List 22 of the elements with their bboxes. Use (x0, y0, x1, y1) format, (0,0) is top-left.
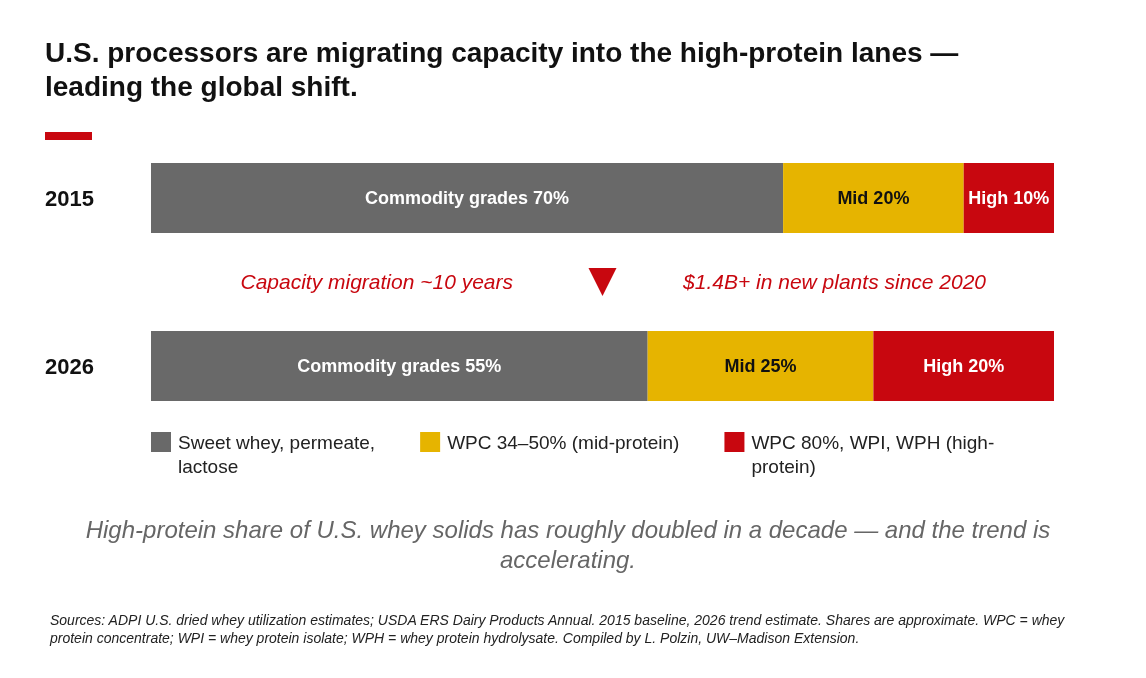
chart-title: U.S. processors are migrating capacity into the high-protein lanes — leading the global shift. (45, 37, 959, 102)
bar (647, 331, 874, 401)
annotation: Capacity migration ~10 years (240, 270, 514, 294)
annotation: $1.4B+ in new plants since 2020 (682, 270, 987, 294)
data-label: Commodity grades 55% (297, 356, 502, 377)
legend-label: Sweet whey, permeate, lactose (178, 432, 376, 477)
data-label: Mid 20% (837, 188, 910, 209)
bar (151, 331, 648, 401)
data-label: High 10% (968, 188, 1050, 209)
data-label: Commodity grades 70% (365, 188, 570, 209)
data-label: Mid 25% (724, 356, 797, 377)
data-label: High 20% (923, 356, 1005, 377)
text: High-protein share of U.S. whey solids has roughly doubled in a decade — and the trend is accelerating. (85, 516, 1051, 573)
bar (783, 163, 964, 233)
bar (151, 163, 784, 233)
legend-label: WPC 34–50% (mid-protein) (447, 432, 680, 453)
y-tick-label: 2026 (45, 353, 94, 379)
source-note: Sources: ADPI U.S. dried whey utilization estimates; USDA ERS Dairy Products Annual. 2015 baseline, 2026 trend estimate. Shares are approximate. WPC = whey protein concentrate; WPI = whey protein isolate; WPH = whey protein hydrolysate. Compiled by L. Polzin, UW–Madison Extension. (49, 612, 1066, 646)
bar (873, 331, 1054, 401)
legend-label: WPC 80%, WPI, WPH (high-protein) (751, 432, 995, 477)
bar (963, 163, 1054, 233)
y-tick-label: 2015 (45, 185, 94, 211)
